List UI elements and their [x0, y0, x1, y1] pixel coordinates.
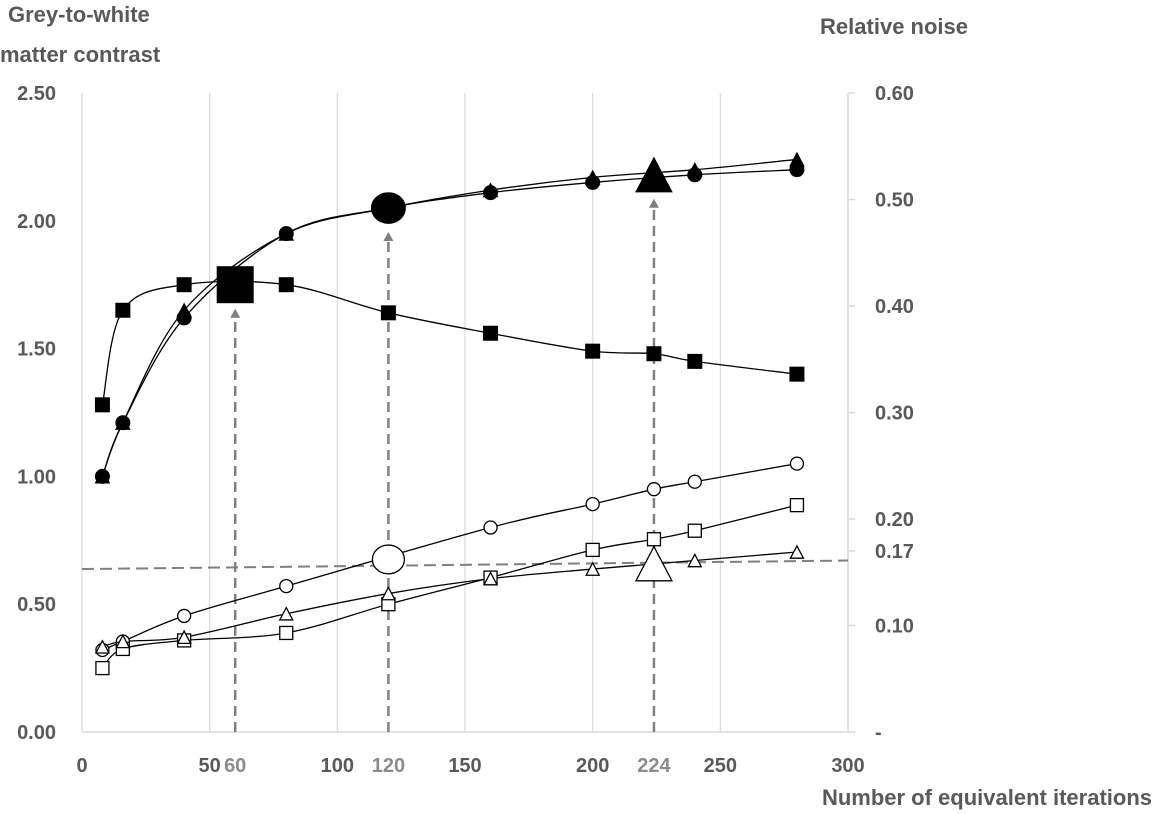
- data-point: [278, 225, 295, 241]
- data-point: [380, 305, 396, 321]
- y-left-tick-label: 0.00: [17, 722, 56, 744]
- y-right-tick-label: 0.40: [875, 296, 914, 318]
- data-point: [94, 639, 111, 654]
- y-left-tick-label: 1.50: [17, 339, 56, 361]
- guide-arrow: [648, 198, 659, 208]
- y-right-tick-label: 0.60: [875, 83, 914, 105]
- data-point: [115, 633, 131, 649]
- data-point: [176, 608, 192, 624]
- y-right-tick-label: 0.10: [875, 616, 914, 638]
- x-tick-label: 250: [704, 755, 737, 777]
- data-point: [585, 343, 601, 359]
- optimal-point: [635, 156, 673, 193]
- x-tick-label: 0: [76, 755, 87, 777]
- data-point: [483, 325, 499, 341]
- data-point: [278, 277, 294, 293]
- x-tick-label: 150: [448, 755, 481, 777]
- line-layer: [101, 158, 798, 669]
- data-point: [95, 660, 110, 676]
- optimal-point: [370, 192, 406, 224]
- series-line: [101, 280, 798, 405]
- y-left-tick-label: 2.00: [17, 211, 56, 233]
- optimal-point: [371, 544, 406, 575]
- optimal-point: [634, 545, 674, 582]
- series-line: [101, 504, 798, 669]
- left-axis-title-line2: matter contrast: [0, 42, 161, 67]
- data-point: [789, 544, 805, 559]
- data-point: [646, 482, 662, 497]
- data-point: [585, 542, 600, 558]
- grid-layer: [81, 92, 855, 733]
- data-point: [687, 474, 702, 489]
- y-right-tick-label: 0.50: [875, 190, 914, 212]
- guide-arrow: [383, 232, 394, 242]
- guide-arrow: [230, 308, 241, 318]
- data-point: [646, 532, 662, 547]
- y-left-tick-label: 2.50: [17, 83, 56, 105]
- data-point: [585, 496, 600, 512]
- y-right-tick-label: -: [875, 722, 882, 744]
- data-point: [482, 571, 499, 586]
- x-tick-label: 50: [199, 755, 221, 777]
- data-point: [646, 346, 662, 362]
- data-point: [176, 629, 192, 645]
- y-right-tick-label: 0.30: [875, 403, 914, 425]
- y-right-tick-label: 0.17: [875, 541, 914, 563]
- optimal-point: [216, 266, 254, 304]
- data-point: [176, 302, 192, 318]
- y-right-tick-label: 0.20: [875, 509, 914, 531]
- data-point: [94, 397, 110, 413]
- data-point: [482, 182, 499, 198]
- x-tick-label: 60: [224, 755, 246, 777]
- data-point: [687, 552, 703, 568]
- data-point: [789, 498, 805, 513]
- data-point: [279, 578, 294, 594]
- data-point: [279, 625, 294, 641]
- data-point: [585, 561, 601, 576]
- series-line: [102, 551, 797, 648]
- data-point: [94, 468, 111, 484]
- data-point: [789, 151, 805, 167]
- guide-layer: [81, 198, 849, 732]
- x-tick-label: 200: [576, 755, 609, 777]
- x-tick-label: 224: [637, 755, 671, 777]
- y-left-tick-label: 1.00: [17, 466, 56, 488]
- tick-layer: 0 50 60 100 120 150 200 224 250 300 0.00 0.50 1.00 1.…: [17, 83, 914, 777]
- x-axis-title: Number of equivalent iterations: [822, 785, 1152, 810]
- data-point: [687, 353, 703, 369]
- data-point: [789, 366, 805, 382]
- right-axis-title: Relative noise: [820, 14, 968, 39]
- data-point: [789, 456, 805, 471]
- data-point: [115, 302, 131, 318]
- series-line: [101, 169, 797, 477]
- x-tick-label: 100: [321, 755, 354, 777]
- x-tick-label: 300: [831, 755, 864, 777]
- y-left-tick-label: 0.50: [17, 594, 56, 616]
- data-point: [687, 523, 702, 538]
- data-point: [380, 585, 396, 601]
- x-tick-label: 120: [372, 755, 405, 777]
- data-point: [176, 277, 192, 293]
- series-line: [102, 462, 798, 651]
- data-point: [278, 606, 294, 621]
- threshold-line: [81, 559, 849, 571]
- data-point: [483, 520, 498, 535]
- series-line: [101, 158, 797, 477]
- left-axis-title-line1: Grey-to-white: [8, 2, 150, 27]
- data-point: [686, 161, 703, 177]
- marker-layer: [94, 151, 805, 676]
- data-point: [115, 415, 131, 430]
- data-point: [584, 169, 601, 185]
